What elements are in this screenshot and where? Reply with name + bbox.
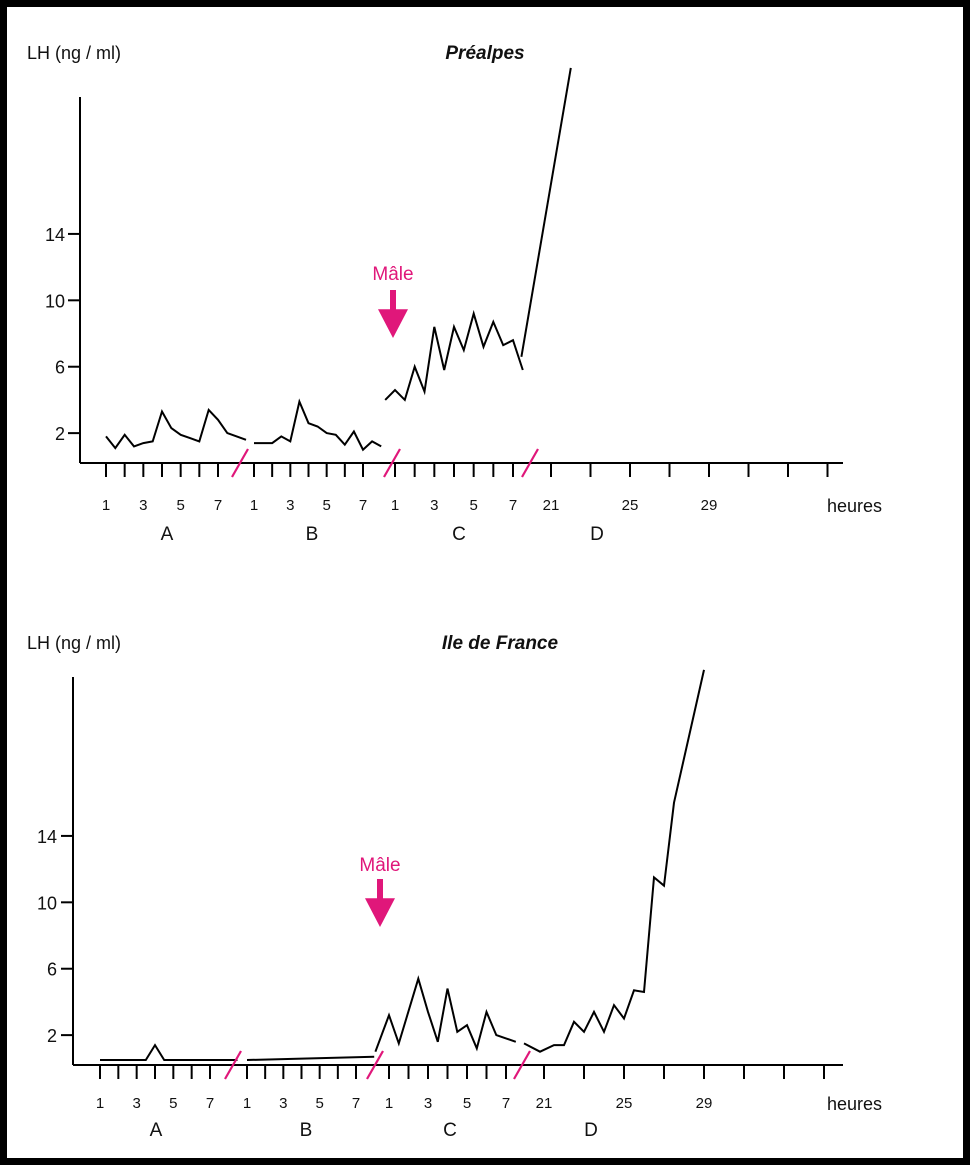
x-tick-label: 5 [469, 497, 477, 514]
group-label-c: C [443, 1120, 457, 1141]
x-tick-label: 5 [176, 497, 184, 514]
male-annotation: Mâle [372, 264, 413, 285]
x-tick-label: 21 [536, 1095, 553, 1112]
x-tick-label: 25 [622, 497, 639, 514]
group-label-b: B [306, 524, 319, 545]
x-tick-label: 3 [430, 497, 438, 514]
x-axis-label: heures [827, 496, 882, 516]
x-tick-label: 7 [509, 497, 517, 514]
series-line-c [374, 975, 517, 1053]
x-tick-label: 7 [359, 497, 367, 514]
series-line-a [100, 1043, 238, 1061]
x-tick-label: 1 [243, 1095, 251, 1112]
y-tick-label: 6 [55, 358, 65, 378]
male-annotation: Mâle [359, 855, 400, 876]
x-tick-label: 3 [132, 1095, 140, 1112]
y-tick-label: 2 [55, 424, 65, 444]
y-axis-label: LH (ng / ml) [27, 633, 121, 653]
lh-charts: Préalpes LH (ng / ml) 2 6 10 14 heures 1 3 5 7 A 1 3 5… [27, 43, 882, 1141]
x-tick-label: 1 [250, 497, 258, 514]
x-tick-label: 1 [391, 497, 399, 514]
series-line-d [523, 669, 705, 1053]
x-tick-label: 3 [139, 497, 147, 514]
series-line-c [384, 309, 524, 402]
group-label-a: A [150, 1120, 163, 1141]
x-tick-label: 21 [543, 497, 560, 514]
x-tick-label: 1 [385, 1095, 393, 1112]
series-line-b [254, 398, 382, 452]
y-axis-label: LH (ng / ml) [27, 43, 121, 63]
x-tick-label: 3 [424, 1095, 432, 1112]
y-tick-label: 2 [47, 1026, 57, 1046]
x-tick-label: 7 [502, 1095, 510, 1112]
x-tick-label: 7 [214, 497, 222, 514]
y-tick-label: 10 [45, 291, 65, 311]
series-line-a [105, 407, 247, 450]
x-tick-label: 7 [352, 1095, 360, 1112]
chart-title: Ile de France [442, 633, 559, 654]
x-tick-label: 3 [279, 1095, 287, 1112]
male-arrow-icon [378, 290, 408, 338]
axis-break-mark [231, 448, 249, 478]
group-label-d: D [584, 1120, 598, 1141]
x-tick-label: 29 [701, 497, 718, 514]
axis-break-mark [521, 448, 539, 478]
y-tick-label: 10 [37, 893, 57, 913]
chart-1: Préalpes LH (ng / ml) 2 6 10 14 heures 1 3 5 7 A 1 3 5… [27, 43, 882, 545]
x-tick-label: 1 [102, 497, 110, 514]
y-tick-label: 14 [37, 827, 57, 847]
x-tick-label: 5 [322, 497, 330, 514]
series-line-d [520, 67, 572, 357]
x-tick-label: 7 [206, 1095, 214, 1112]
axis-break-mark [366, 1050, 384, 1080]
male-arrow-icon [365, 879, 395, 927]
chart-title: Préalpes [445, 43, 524, 64]
group-label-d: D [590, 524, 604, 545]
axis-break-mark [383, 448, 401, 478]
x-tick-label: 25 [616, 1095, 633, 1112]
x-tick-label: 3 [286, 497, 294, 514]
x-tick-label: 5 [463, 1095, 471, 1112]
x-tick-label: 29 [696, 1095, 713, 1112]
y-tick-label: 14 [45, 225, 65, 245]
y-tick-label: 6 [47, 960, 57, 980]
chart-2: Ile de France LH (ng / ml) 2 6 10 14 heures 1 3 5… [27, 633, 882, 1141]
series-line-b [246, 1055, 375, 1061]
x-tick-label: 5 [169, 1095, 177, 1112]
group-label-c: C [452, 524, 466, 545]
x-tick-label: 1 [96, 1095, 104, 1112]
axis-break-mark [224, 1050, 242, 1080]
x-axis-label: heures [827, 1094, 882, 1114]
group-label-b: B [300, 1120, 313, 1141]
group-label-a: A [161, 524, 174, 545]
axis-break-mark [513, 1050, 531, 1080]
x-tick-label: 5 [315, 1095, 323, 1112]
